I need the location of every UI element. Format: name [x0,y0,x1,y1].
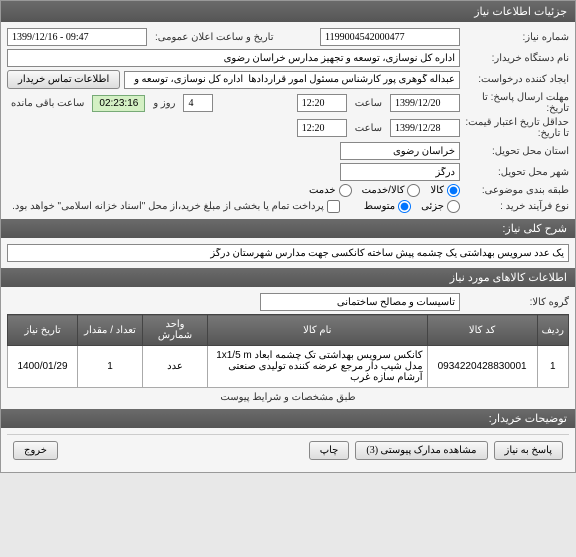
time-label-1: ساعت [351,98,386,109]
group-label: گروه کالا: [464,297,569,308]
th-name: نام کالا [208,315,428,346]
countdown-days [183,94,213,112]
th-qty: تعداد / مقدار [78,315,143,346]
buyer-org-input[interactable] [7,49,460,67]
price-validity-label: حداقل تاریخ اعتبار قیمت: تا تاریخ: [464,117,569,139]
announce-input[interactable] [7,28,147,46]
creator-label: ایجاد کننده درخواست: [464,74,569,85]
radio-medium[interactable]: متوسط [364,200,411,213]
reply-button[interactable]: پاسخ به نیاز [494,441,564,460]
button-bar: پاسخ به نیاز مشاهده مدارک پیوستی (3) چاپ… [7,434,569,466]
table-row[interactable]: 1 0934220428830001 کانکس سرویس بهداشتی ت… [8,346,569,388]
price-date-input[interactable] [390,119,460,137]
th-unit: واحد شمارش [143,315,208,346]
cell-idx: 1 [537,346,568,388]
radio-service[interactable]: خدمت [309,184,352,197]
budget-label: طبقه بندی موضوعی: [464,185,569,196]
need-number-input[interactable] [320,28,460,46]
details-window: جزئیات اطلاعات نیاز شماره نیاز: تاریخ و … [0,0,576,473]
radio-goods[interactable]: کالا [430,184,460,197]
buy-type-label: نوع فرآیند خرید : [464,201,569,212]
province-input[interactable] [340,142,460,160]
need-number-label: شماره نیاز: [464,32,569,43]
days-label: روز و [149,98,179,109]
remaining-label: ساعت باقی مانده [7,98,88,109]
deadline-time-input[interactable] [297,94,347,112]
th-date: تاریخ نیاز [8,315,78,346]
buyer-note-header: توضیحات خریدار: [1,409,575,428]
creator-input[interactable] [124,71,460,89]
budget-radio-group: کالا کالا/خدمت خدمت [309,184,460,197]
cell-qty: 1 [78,346,143,388]
deadline-label: مهلت ارسال پاسخ: تا تاریخ: [464,92,569,114]
payment-note: پرداخت تمام یا بخشی از مبلغ خرید،از محل … [12,201,324,212]
desc-input[interactable] [7,244,569,262]
cell-code: 0934220428830001 [427,346,537,388]
city-label: شهر محل تحویل: [464,167,569,178]
radio-small[interactable]: جزئی [421,200,460,213]
province-label: استان محل تحویل: [464,146,569,157]
items-table: ردیف کد کالا نام کالا واحد شمارش تعداد /… [7,314,569,388]
cell-date: 1400/01/29 [8,346,78,388]
contact-button[interactable]: اطلاعات تماس خریدار [7,70,120,89]
exit-button[interactable]: خروج [13,441,58,460]
radio-goods-service[interactable]: کالا/خدمت [362,184,421,197]
buy-type-group: جزئی متوسط [364,200,460,213]
group-input[interactable] [260,293,460,311]
payment-checkbox[interactable]: پرداخت تمام یا بخشی از مبلغ خرید،از محل … [12,200,340,213]
countdown-time: 02:23:16 [92,95,145,112]
time-label-2: ساعت [351,123,386,134]
th-idx: ردیف [537,315,568,346]
titlebar: جزئیات اطلاعات نیاز [1,1,575,22]
city-input[interactable] [340,163,460,181]
cell-unit: عدد [143,346,208,388]
cell-name: کانکس سرویس بهداشتی تک چشمه ابعاد 1x1/5 … [208,346,428,388]
view-attachments-button[interactable]: مشاهده مدارک پیوستی (3) [355,441,487,460]
price-time-input[interactable] [297,119,347,137]
buyer-org-label: نام دستگاه خریدار: [464,53,569,64]
desc-header: شرح کلی نیاز: [1,219,575,238]
print-button[interactable]: چاپ [309,441,350,460]
th-code: کد کالا [427,315,537,346]
content-area: شماره نیاز: تاریخ و ساعت اعلان عمومی: نا… [1,22,575,472]
deadline-date-input[interactable] [390,94,460,112]
items-header: اطلاعات کالاهای مورد نیاز [1,268,575,287]
announce-label: تاریخ و ساعت اعلان عمومی: [151,32,278,43]
attachments-line: طبق مشخصات و شرایط پیوست [7,392,569,403]
